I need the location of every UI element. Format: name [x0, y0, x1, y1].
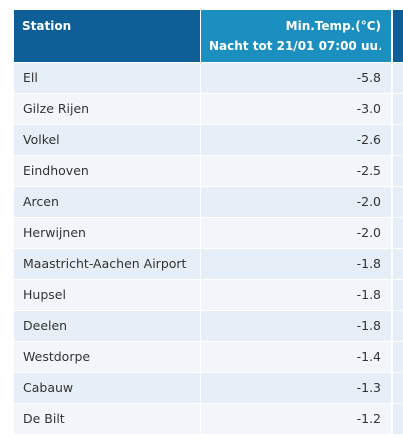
column-title: Station [22, 19, 72, 33]
row-edge [393, 373, 403, 403]
table-row: Westdorpe -1.4 [14, 342, 391, 372]
temperature-cell: -2.5 [201, 156, 391, 186]
temperature-cell: -2.0 [201, 218, 391, 248]
row-edge [393, 280, 403, 310]
station-cell: Westdorpe [14, 342, 200, 372]
station-cell: Arcen [14, 187, 200, 217]
temperature-cell: -5.8 [201, 63, 391, 93]
row-edge [393, 156, 403, 186]
header-cell[interactable]: Min.Temp.(°C) Nacht tot 21/01 07:00 uu [201, 10, 391, 62]
row-edge [393, 218, 403, 248]
station-cell: Eindhoven [14, 156, 200, 186]
table-row: Ell -5.8 [14, 63, 391, 93]
station-cell: Volkel [14, 125, 200, 155]
table-row: Volkel -2.6 [14, 125, 391, 155]
column-subtitle: Nacht tot 21/01 07:00 uu [209, 39, 381, 53]
table-row: Eindhoven -2.5 [14, 156, 391, 186]
temperature-cell: -1.4 [201, 342, 391, 372]
table-row: Hupsel -1.8 [14, 280, 391, 310]
table-row: Deelen -1.8 [14, 311, 391, 341]
table-row: De Bilt -1.2 [14, 404, 391, 434]
row-edge [393, 404, 403, 434]
temperature-cell: -1.8 [201, 249, 391, 279]
row-edge [393, 125, 403, 155]
temperature-cell: -1.3 [201, 373, 391, 403]
station-cell: Gilze Rijen [14, 94, 200, 124]
temperature-cell: -1.8 [201, 280, 391, 310]
temperature-cell: -1.2 [201, 404, 391, 434]
temperature-cell: -1.8 [201, 311, 391, 341]
row-edge [393, 94, 403, 124]
row-edge [393, 187, 403, 217]
table-row: Gilze Rijen -3.0 [14, 94, 391, 124]
temperature-cell: -3.0 [201, 94, 391, 124]
row-edge [393, 342, 403, 372]
header-cell [393, 10, 403, 62]
header-cell[interactable]: Station [14, 10, 200, 62]
station-cell: Deelen [14, 311, 200, 341]
station-cell: Herwijnen [14, 218, 200, 248]
column-title: Min.Temp.(°C) [285, 19, 381, 33]
row-edge [393, 63, 403, 93]
table-row: Herwijnen -2.0 [14, 218, 391, 248]
table-row: Arcen -2.0 [14, 187, 391, 217]
table-row: Cabauw -1.3 [14, 373, 391, 403]
temperature-cell: -2.0 [201, 187, 391, 217]
station-cell: Hupsel [14, 280, 200, 310]
row-edge [393, 249, 403, 279]
temperature-cell: -2.6 [201, 125, 391, 155]
station-cell: Maastricht-Aachen Airport [14, 249, 200, 279]
station-cell: Cabauw [14, 373, 200, 403]
station-cell: De Bilt [14, 404, 200, 434]
table-row: Maastricht-Aachen Airport -1.8 [14, 249, 391, 279]
row-edge [393, 311, 403, 341]
station-cell: Ell [14, 63, 200, 93]
